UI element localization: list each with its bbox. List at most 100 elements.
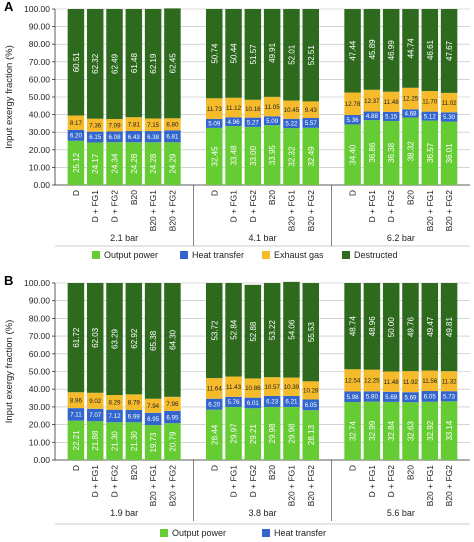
- bar-segment-heat-transfer: [67, 129, 85, 141]
- bar-segment-exhaust-gas: [421, 370, 439, 392]
- data-label: 34.40: [349, 144, 358, 165]
- y-tick-label: 100.00: [24, 4, 50, 14]
- y-axis-label: Input exergy fraction (%): [4, 45, 15, 149]
- group-label: 4.1 bar: [248, 233, 276, 243]
- y-tick-label: 60.00: [29, 74, 51, 84]
- data-label: 7.94: [147, 403, 160, 410]
- bar-segment-exhaust-gas: [344, 92, 361, 116]
- bar-segment-output-power: [421, 401, 439, 460]
- data-label: 29.98: [268, 423, 277, 444]
- bar-segment-output-power: [283, 406, 300, 460]
- bar-segment-exhaust-gas: [302, 381, 319, 400]
- category-label: B20: [267, 190, 277, 205]
- bar-segment-exhaust-gas: [206, 98, 223, 119]
- data-label: 62.92: [130, 328, 139, 349]
- data-label: 32.45: [210, 146, 219, 167]
- data-label: 11.64: [207, 386, 223, 393]
- bar-segment-destructed: [402, 283, 419, 372]
- bar-segment-destructed: [344, 283, 361, 370]
- data-label: 5.22: [285, 121, 298, 128]
- data-label: 24.34: [111, 153, 120, 174]
- bar-segment-exhaust-gas: [225, 97, 242, 118]
- bar-segment-heat-transfer: [164, 130, 181, 143]
- data-label: 7.81: [128, 121, 141, 128]
- data-label: 54.06: [287, 319, 296, 340]
- category-label: B20 + FG1: [286, 465, 296, 507]
- legend-swatch: [262, 529, 270, 537]
- bar-segment-heat-transfer: [421, 391, 439, 402]
- data-label: 6.99: [128, 413, 141, 420]
- panel-a: A 0.00 10.00 20.00 30.00 40.00 50.00 60.00 70.00…: [4, 0, 470, 260]
- data-label: 12.25: [403, 96, 419, 103]
- category-label: D + FG2: [248, 190, 258, 223]
- data-label: 62.45: [168, 53, 177, 74]
- bar-segment-heat-transfer: [225, 396, 242, 407]
- data-label: 11.92: [403, 379, 419, 386]
- bar-segment-destructed: [263, 283, 281, 378]
- data-label: 52.84: [230, 319, 239, 340]
- y-tick-label: 0.00: [33, 455, 50, 465]
- category-label: B20 + FG1: [425, 190, 435, 232]
- data-label: 45.89: [368, 39, 377, 60]
- data-label: 25.12: [72, 152, 81, 173]
- category-label: D + FG1: [367, 465, 377, 498]
- bar-segment-destructed: [144, 283, 162, 399]
- bar-segment-destructed: [67, 9, 85, 116]
- category-label: D: [209, 190, 219, 196]
- data-label: 64.30: [168, 329, 177, 350]
- bar-segment-destructed: [206, 283, 223, 379]
- category-label: D + FG2: [110, 465, 120, 498]
- bar-segment-destructed: [125, 283, 143, 395]
- legend-swatch: [262, 251, 270, 259]
- bar-segment-output-power: [440, 401, 458, 460]
- data-label: 61.48: [130, 53, 139, 74]
- data-label: 44.74: [406, 38, 415, 59]
- bar-segment-heat-transfer: [283, 395, 300, 407]
- category-label: D: [348, 190, 358, 196]
- data-label: 29.97: [230, 423, 239, 444]
- data-label: 36.38: [387, 142, 396, 163]
- legend-entry: Exhaust gas: [274, 250, 324, 260]
- bar-segment-exhaust-gas: [244, 378, 262, 398]
- data-label: 33.14: [445, 420, 454, 441]
- category-label: D + FG1: [367, 190, 377, 223]
- bar-segment-output-power: [344, 402, 361, 460]
- data-label: 6.20: [70, 133, 83, 140]
- bar-segment-heat-transfer: [344, 391, 361, 403]
- y-tick-label: 20.00: [29, 420, 51, 430]
- bar-segment-output-power: [421, 120, 439, 185]
- bar-segment-heat-transfer: [402, 109, 419, 118]
- data-label: 32.49: [307, 146, 316, 167]
- category-label: B20 + FG2: [444, 190, 454, 232]
- data-label: 5.76: [228, 399, 241, 406]
- data-label: 50.44: [230, 43, 239, 64]
- data-label: 24.28: [130, 153, 139, 174]
- legend-entry: Destructed: [354, 250, 398, 260]
- bar-segment-exhaust-gas: [125, 117, 143, 131]
- data-label: 22.21: [72, 430, 81, 451]
- y-tick-label: 30.00: [29, 127, 51, 137]
- group-label: 1.9 bar: [110, 508, 138, 518]
- data-label: 12.54: [345, 378, 361, 385]
- bar-segment-output-power: [144, 142, 162, 185]
- data-label: 6.23: [266, 399, 279, 406]
- data-label: 55.53: [307, 322, 316, 343]
- bar-segment-output-power: [225, 126, 242, 185]
- bar-segment-exhaust-gas: [144, 118, 162, 132]
- data-label: 5.30: [443, 114, 456, 121]
- bar-segment-destructed: [421, 9, 439, 92]
- group-label: 5.6 bar: [387, 508, 415, 518]
- category-label: B20: [267, 465, 277, 480]
- data-label: 5.98: [347, 394, 360, 401]
- bar-segment-heat-transfer: [363, 111, 381, 121]
- bar-segment-exhaust-gas: [86, 392, 104, 409]
- data-label: 6.38: [147, 134, 160, 141]
- legend-entry: Output power: [104, 250, 158, 260]
- category-label: D + FG1: [229, 190, 239, 223]
- data-label: 52.51: [307, 45, 316, 66]
- y-tick-label: 90.00: [29, 22, 51, 32]
- category-label: B20 + FG1: [148, 465, 158, 507]
- data-label: 6.08: [108, 134, 121, 141]
- bar-segment-exhaust-gas: [263, 96, 281, 117]
- data-label: 62.19: [149, 53, 158, 74]
